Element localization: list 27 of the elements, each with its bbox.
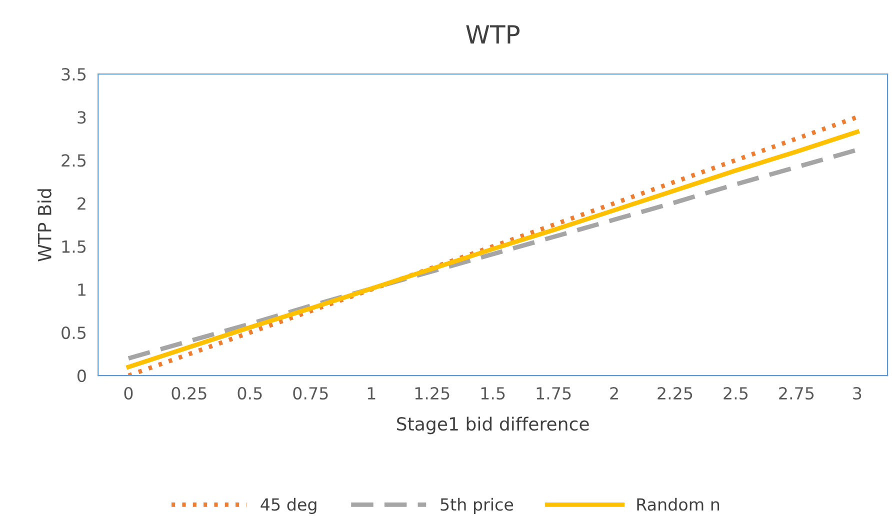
x-tick-label: 2.5 — [724, 386, 748, 400]
y-tick-label: 2 — [78, 197, 86, 210]
x-tick-label: 1.25 — [415, 386, 450, 400]
y-tick-label: 2.5 — [62, 154, 86, 167]
x-tick-label: 2.25 — [658, 386, 692, 400]
legend-label: 45 deg — [260, 498, 316, 514]
x-tick-label: 0.5 — [238, 386, 262, 400]
x-tick-label: 1 — [368, 387, 376, 400]
x-tick-label: 3 — [853, 386, 862, 400]
y-tick-label: 1 — [78, 284, 86, 296]
x-tick-label: 1.75 — [536, 387, 571, 400]
y-axis-title: WTP Bid — [37, 189, 52, 262]
x-tick-label: 1.5 — [481, 387, 505, 400]
y-tick-label: 3 — [78, 111, 86, 124]
legend-label: Random n — [637, 498, 720, 511]
x-tick-label: 2 — [610, 386, 618, 400]
y-tick-label: 3.5 — [62, 68, 86, 81]
x-tick-label: 0.75 — [293, 386, 328, 400]
y-tick-label: 1.5 — [62, 240, 86, 253]
y-tick-label: 0.5 — [62, 326, 86, 340]
x-tick-label: 0 — [124, 386, 133, 400]
x-tick-label: 0.25 — [172, 386, 206, 400]
x-axis-title: Stage1 bid difference — [397, 416, 589, 434]
legend-label: 5th price — [440, 498, 514, 514]
chart-title: WTP — [466, 25, 520, 44]
x-tick-label: 2.75 — [779, 386, 814, 400]
y-tick-label: 0 — [78, 370, 86, 382]
